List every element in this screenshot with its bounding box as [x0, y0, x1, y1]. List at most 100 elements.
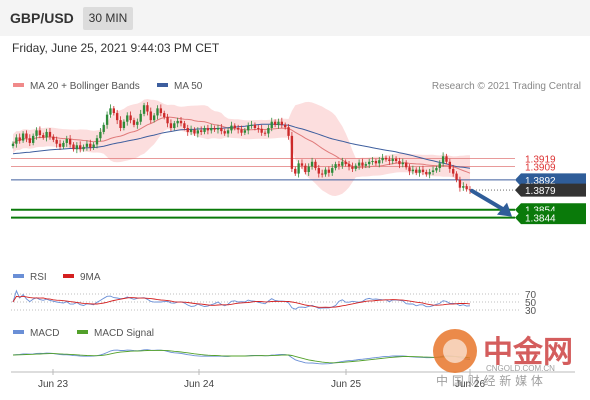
- candle-body: [368, 161, 371, 165]
- candle-body: [99, 131, 102, 139]
- header-bar: GBP/USD 30 MIN: [0, 0, 590, 36]
- rsi-tick-50: 50: [525, 298, 537, 309]
- candle-body: [11, 143, 15, 147]
- candle-body: [384, 157, 388, 160]
- candle-body: [341, 161, 344, 166]
- x-tick-label: Jun 25: [331, 379, 361, 390]
- candle-body: [435, 168, 438, 171]
- candle-body: [149, 111, 152, 121]
- candle-body: [445, 156, 448, 162]
- candle-body: [68, 139, 72, 145]
- candle-body: [28, 138, 31, 143]
- candle-body: [280, 121, 283, 125]
- candle-body: [210, 128, 213, 131]
- candle-body: [448, 161, 452, 169]
- watermark-name: 中金网: [483, 335, 573, 370]
- candle-body: [15, 137, 18, 144]
- candle-body: [42, 135, 45, 138]
- candle-body: [92, 144, 95, 148]
- candle-body: [452, 168, 455, 174]
- candle-body: [270, 121, 273, 128]
- macd-signal-line: [12, 349, 471, 364]
- bollinger-band: [13, 99, 470, 196]
- candle-body: [52, 136, 55, 140]
- legend-rsi: RSI: [13, 272, 47, 283]
- legend-swatch-9ma: [63, 274, 74, 279]
- timeframe-button[interactable]: 30 MIN: [83, 7, 133, 30]
- candle-body: [347, 164, 351, 167]
- candle-body: [334, 164, 337, 169]
- level-label-1.3844: 1.3844: [525, 214, 556, 225]
- legend-swatch-ma50: [157, 83, 168, 88]
- legend-swatch-macd-signal: [77, 330, 88, 335]
- candle-body: [411, 169, 415, 172]
- x-axis: Jun 23 Jun 24 Jun 25 Jun 26: [11, 369, 575, 390]
- candle-body: [35, 130, 38, 136]
- candle-body: [250, 124, 253, 126]
- candle-body: [126, 115, 129, 122]
- candle-body: [82, 146, 85, 150]
- forecast-arrow: [470, 188, 512, 217]
- candle-body: [455, 173, 458, 180]
- candle-body: [290, 135, 294, 169]
- candle-body: [152, 115, 156, 121]
- legend-swatch-ma20: [13, 83, 24, 88]
- candle-body: [257, 128, 260, 129]
- legend-swatch-macd: [13, 330, 24, 335]
- legend-ma50: MA 50: [157, 81, 202, 92]
- candle-body: [25, 133, 28, 139]
- candle-body: [320, 173, 324, 175]
- macd-panel: [12, 349, 471, 365]
- legend-macd-signal: MACD Signal: [77, 328, 154, 339]
- candle-body: [136, 121, 139, 125]
- candle-body: [156, 108, 159, 116]
- legend-label-macd: MACD: [30, 328, 60, 339]
- candle-body: [109, 108, 112, 115]
- candle-body: [324, 169, 327, 175]
- candle-body: [112, 108, 115, 114]
- candle-body: [438, 163, 441, 169]
- candle-body: [297, 163, 300, 174]
- candle-body: [193, 129, 196, 134]
- candle-body: [307, 166, 310, 172]
- candle-body: [361, 162, 364, 166]
- candle-body: [431, 170, 435, 172]
- candle-body: [105, 114, 109, 125]
- candle-body: [216, 128, 220, 130]
- candle-body: [284, 124, 287, 128]
- candle-body: [203, 128, 206, 132]
- candle-body: [179, 120, 183, 124]
- copyright: Research © 2021 Trading Central: [431, 81, 581, 92]
- candle-body: [206, 128, 210, 131]
- legend-swatch-rsi: [13, 274, 24, 279]
- candle-body: [72, 144, 75, 150]
- candle-body: [122, 121, 126, 128]
- candles: [11, 102, 472, 194]
- candle-body: [468, 189, 472, 191]
- candle-body: [408, 167, 411, 172]
- forecast-arrow-shaft: [470, 188, 504, 211]
- candle-body: [351, 166, 354, 169]
- candle-body: [230, 125, 233, 131]
- candle-body: [304, 165, 307, 172]
- candle-body: [18, 137, 21, 141]
- candle-body: [132, 120, 136, 125]
- candle-body: [38, 130, 42, 136]
- candle-body: [183, 123, 186, 128]
- candle-body: [287, 127, 290, 136]
- candle-body: [404, 162, 408, 168]
- candle-body: [378, 160, 381, 164]
- candle-body: [186, 128, 189, 132]
- candle-body: [247, 125, 250, 131]
- candle-body: [458, 179, 462, 188]
- legend-label-ma20: MA 20 + Bollinger Bands: [30, 81, 140, 92]
- candle-body: [200, 130, 203, 132]
- candle-body: [294, 168, 297, 174]
- candle-body: [371, 161, 374, 162]
- candle-body: [441, 156, 445, 164]
- candle-body: [226, 130, 230, 134]
- candle-body: [300, 163, 304, 166]
- legend-label-9ma: 9MA: [80, 272, 101, 283]
